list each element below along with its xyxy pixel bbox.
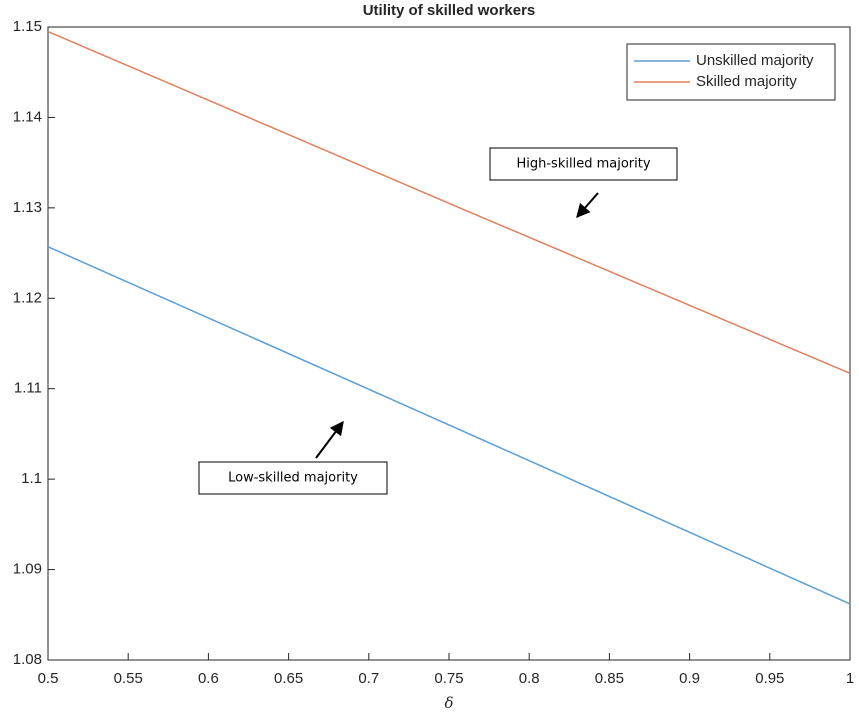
y-tick-label: 1.11 [14, 380, 42, 397]
x-tick-label: 0.65 [274, 670, 303, 687]
annotation-box [198, 461, 388, 495]
x-tick-label: 0.8 [519, 670, 540, 687]
series-line [47, 246, 851, 605]
y-tick-label: 1.15 [13, 18, 42, 35]
x-tick-label: 0.7 [358, 670, 379, 687]
x-tick-label: 0.55 [114, 670, 143, 687]
y-tick-label: 1.13 [13, 199, 42, 216]
annotation-box [489, 147, 678, 181]
annotation-text: High-skilled majority [516, 157, 650, 172]
y-tick-label: 1.09 [13, 561, 42, 578]
y-tick-label: 1.14 [13, 108, 42, 125]
x-tick-label: 0.9 [679, 670, 700, 687]
annotation-arrow [576, 192, 599, 219]
annotation-text: Low-skilled majority [228, 471, 358, 486]
y-tick-label: 1.1 [21, 470, 42, 487]
legend-box [626, 43, 836, 101]
x-tick-label: 1 [846, 670, 854, 687]
x-tick-label: 0.95 [755, 670, 784, 687]
y-tick-label: 1.08 [13, 651, 42, 668]
y-tick-label: 1.12 [13, 289, 42, 306]
annotation-arrow [315, 420, 344, 459]
x-tick-label: 0.75 [434, 670, 463, 687]
x-tick-label: 0.5 [38, 670, 59, 687]
x-tick-label: 0.85 [595, 670, 624, 687]
x-axis-label: δ [444, 694, 453, 712]
legend-label: Skilled majority [696, 73, 797, 90]
plot-frame [47, 26, 851, 661]
series-line [47, 30, 851, 375]
legend-label: Unskilled majority [696, 52, 814, 69]
chart-title: Utility of skilled workers [363, 2, 536, 19]
x-tick-label: 0.6 [198, 670, 219, 687]
